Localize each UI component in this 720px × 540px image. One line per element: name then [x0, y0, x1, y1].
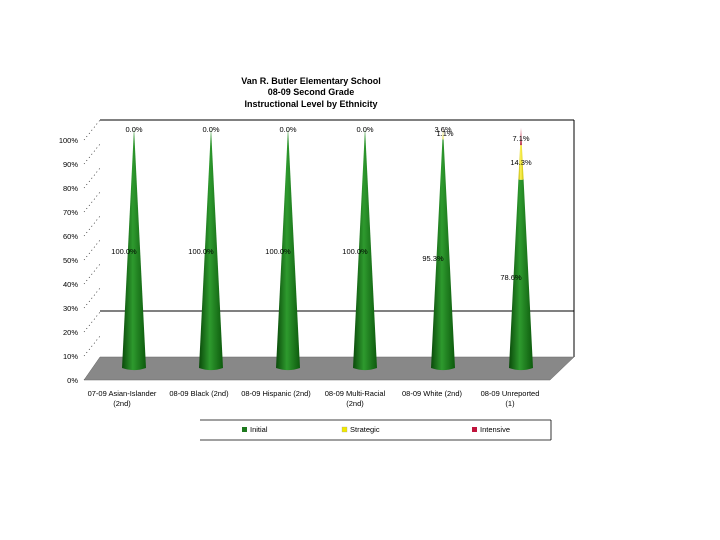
title-line-2: 08-09 Second Grade — [268, 87, 355, 97]
legend-swatch-initial — [242, 427, 247, 432]
x-tick-label: (2nd) — [346, 399, 364, 408]
data-label-initial: 100.0% — [265, 247, 291, 256]
cone-6 — [509, 128, 533, 371]
y-tick-label: 60% — [63, 232, 78, 241]
cone-4 — [353, 128, 377, 371]
cone-5 — [431, 128, 455, 371]
legend-item-initial: Initial — [242, 425, 268, 434]
legend-item-intensive: Intensive — [472, 425, 510, 434]
cone-3 — [276, 128, 300, 371]
y-axis: 0% 10% 20% 30% 40% 50% 60% 70% 80% 90% 100% — [59, 119, 101, 385]
data-label-initial: 100.0% — [188, 247, 214, 256]
cone-1 — [122, 128, 146, 371]
legend-swatch-intensive — [472, 427, 477, 432]
cone-segment-initial — [122, 128, 146, 371]
cone-segment-initial — [431, 139, 455, 371]
data-label-initial: 100.0% — [111, 247, 137, 256]
x-tick-label: 08-09 Hispanic (2nd) — [241, 389, 311, 398]
y-tick-mark — [83, 215, 101, 237]
x-tick-label: (2nd) — [113, 399, 131, 408]
y-tick-mark — [83, 263, 101, 285]
y-tick-label: 0% — [67, 376, 78, 385]
legend: Initial Strategic Intensive — [200, 419, 552, 441]
data-label-strategic: 14.3% — [510, 158, 532, 167]
data-label-initial: 95.3% — [422, 254, 444, 263]
y-tick-mark — [83, 335, 101, 357]
data-label-strategic: 3.6% — [434, 125, 451, 134]
y-tick-label: 10% — [63, 352, 78, 361]
x-tick-label: 08-09 Unreported — [481, 389, 540, 398]
cone-segment-intensive — [520, 128, 522, 146]
cone-segment-strategic — [442, 130, 444, 140]
y-tick-mark — [83, 311, 101, 333]
title-line-1: Van R. Butler Elementary School — [241, 76, 381, 86]
y-tick-label: 90% — [63, 160, 78, 169]
y-tick-label: 100% — [59, 136, 79, 145]
y-tick-mark — [83, 191, 101, 213]
y-tick-label: 30% — [63, 304, 78, 313]
cone-segment-initial — [509, 179, 533, 371]
data-label-initial: 78.6% — [500, 273, 522, 282]
x-tick-label: 08-09 Multi-Racial — [325, 389, 386, 398]
x-tick-label: 08-09 Black (2nd) — [169, 389, 229, 398]
y-tick-label: 50% — [63, 256, 78, 265]
y-tick-mark — [83, 119, 101, 141]
y-tick-mark — [83, 167, 101, 189]
y-tick-mark — [83, 287, 101, 309]
floor — [83, 356, 575, 381]
cone-segment-initial — [276, 128, 300, 371]
legend-swatch-strategic — [341, 426, 348, 433]
y-tick-label: 80% — [63, 184, 78, 193]
x-axis: 07-09 Asian-Islander(2nd)08-09 Black (2n… — [88, 389, 540, 408]
legend-item-strategic: Strategic — [341, 425, 380, 434]
cone-segment-initial — [199, 128, 223, 371]
cone-2 — [199, 128, 223, 371]
data-label-intensive: 1.1% — [436, 129, 453, 138]
data-labels: 100.0% 0.0% 100.0% 0.0% 100.0% 0.0% 100.0% 0.0%… — [111, 125, 532, 282]
cone-segment-initial — [353, 128, 377, 371]
data-label-strategic: 0.0% — [202, 125, 219, 134]
data-label-intensive: 7.1% — [512, 134, 529, 143]
y-tick-label: 70% — [63, 208, 78, 217]
y-tick-mark — [83, 143, 101, 165]
x-tick-label: 08-09 White (2nd) — [402, 389, 463, 398]
data-label-strategic: 0.0% — [279, 125, 296, 134]
legend-label-intensive: Intensive — [480, 425, 510, 434]
legend-label-strategic: Strategic — [350, 425, 380, 434]
chart-title: Van R. Butler Elementary School 08-09 Se… — [241, 76, 381, 109]
data-label-initial: 100.0% — [342, 247, 368, 256]
title-line-3: Instructional Level by Ethnicity — [244, 99, 377, 109]
cones — [122, 128, 533, 371]
x-tick-label: (1) — [505, 399, 515, 408]
data-label-strategic: 0.0% — [125, 125, 142, 134]
y-tick-label: 20% — [63, 328, 78, 337]
legend-label-initial: Initial — [250, 425, 268, 434]
cone-segment-strategic — [518, 145, 524, 180]
y-tick-mark — [83, 239, 101, 261]
data-label-strategic: 0.0% — [356, 125, 373, 134]
y-tick-label: 40% — [63, 280, 78, 289]
x-tick-label: 07-09 Asian-Islander — [88, 389, 157, 398]
